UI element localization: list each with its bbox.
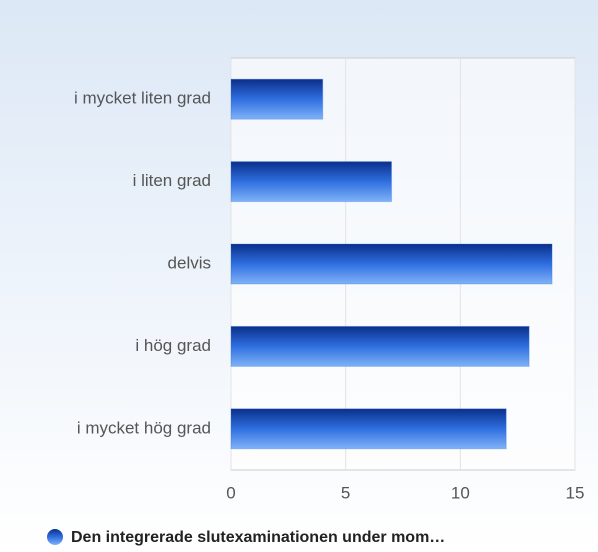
bar <box>230 325 530 367</box>
bar <box>230 243 553 285</box>
y-tick-label: i hög grad <box>135 336 211 355</box>
x-tick-label: 5 <box>341 483 350 502</box>
legend-marker <box>47 529 63 545</box>
legend-label: Den integrerade slutexaminationen under … <box>71 529 445 546</box>
bar <box>230 408 507 450</box>
y-tick-label: delvis <box>168 253 211 272</box>
x-tick-label: 0 <box>226 483 235 502</box>
bar <box>230 161 393 203</box>
y-tick-label: i liten grad <box>133 171 211 190</box>
y-tick-label: i mycket hög grad <box>77 418 211 437</box>
y-tick-label: i mycket liten grad <box>74 89 211 108</box>
x-tick-label: 15 <box>566 483 585 502</box>
bar <box>230 78 324 120</box>
x-tick-label: 10 <box>451 483 470 502</box>
